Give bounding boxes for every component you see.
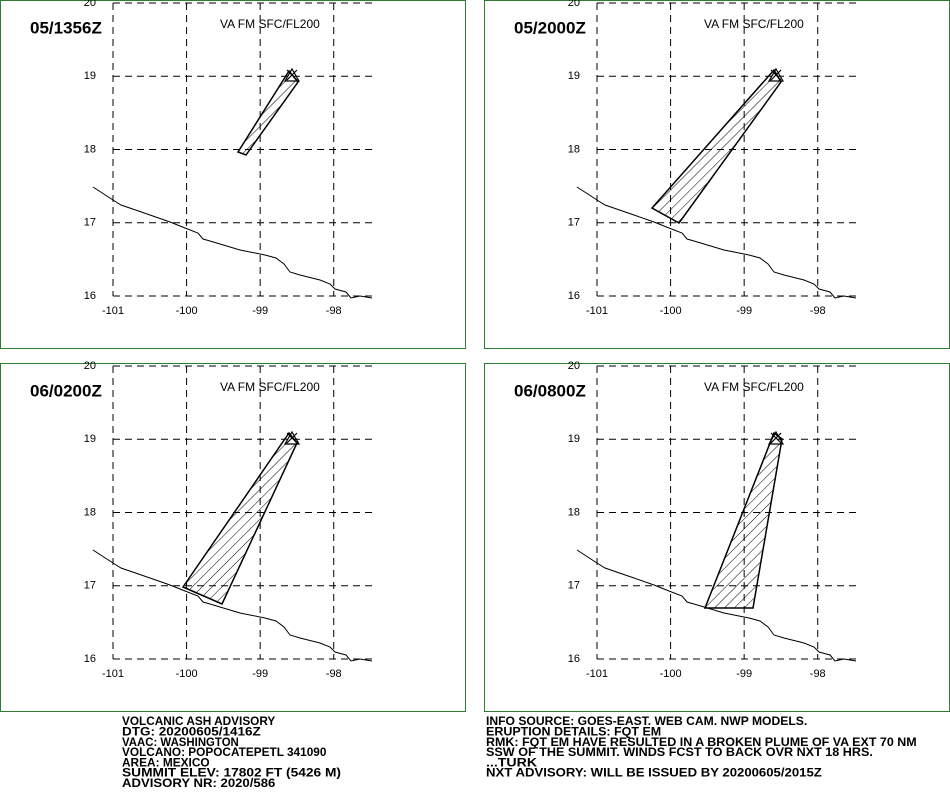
- lat-label: 16: [84, 290, 96, 302]
- lon-label: -101: [102, 305, 124, 317]
- lon-label: -99: [252, 668, 268, 680]
- map-panel: -101 -100 -99 -98 16 17 18 19 20 05/2000Z VA FM SF…: [484, 0, 950, 349]
- lon-label: -98: [326, 668, 342, 680]
- lat-label: 18: [568, 143, 580, 155]
- lat-label: 20: [84, 0, 96, 9]
- flight-level: VA FM SFC/FL200: [704, 17, 804, 31]
- ash-plume: [181, 431, 298, 605]
- ash-plume: [703, 431, 783, 609]
- advisory-line: SUMMIT ELEV: 17802 FT (5426 M): [122, 766, 341, 780]
- lat-label: 19: [84, 70, 96, 82]
- lon-label: -98: [810, 668, 826, 680]
- coastline: [92, 549, 373, 662]
- advisory-line: INFO SOURCE: GOES-EAST. WEB CAM. NWP MOD…: [486, 714, 807, 728]
- advisory-line: NXT ADVISORY: WILL BE ISSUED BY 20200605…: [486, 766, 822, 780]
- valid-time: 06/0800Z: [514, 381, 586, 400]
- advisory-line: ADVISORY NR: 2020/586: [122, 776, 276, 790]
- lat-label: 18: [84, 506, 96, 518]
- advisory-line: SSW OF THE SUMMIT. WINDS FCST TO BACK OV…: [486, 745, 873, 759]
- advisory-line: AREA: MEXICO: [122, 755, 210, 769]
- lat-label: 19: [568, 70, 580, 82]
- lon-label: -99: [736, 668, 752, 680]
- advisory-line: ...TURK: [486, 755, 537, 769]
- map-panel: -101 -100 -99 -98 16 17 18 19 20 05/1356Z VA FM SF…: [0, 0, 466, 349]
- map-panel: -101 -100 -99 -98 16 17 18 19 20 06/0200Z VA FM SF…: [0, 360, 466, 712]
- lat-label: 20: [568, 0, 580, 9]
- lon-label: -100: [176, 668, 198, 680]
- flight-level: VA FM SFC/FL200: [220, 380, 320, 394]
- lon-label: -100: [660, 668, 682, 680]
- lat-label: 17: [84, 580, 96, 592]
- lat-label: 20: [568, 360, 580, 372]
- volcano-symbol: [767, 430, 785, 445]
- lat-label: 16: [568, 653, 580, 665]
- lat-label: 19: [84, 433, 96, 445]
- flight-level: VA FM SFC/FL200: [704, 380, 804, 394]
- lon-label: -98: [326, 305, 342, 317]
- lat-label: 20: [84, 360, 96, 372]
- advisory-line: VAAC: WASHINGTON: [122, 735, 239, 749]
- panel-border: [0, 0, 466, 349]
- lon-label: -101: [586, 668, 608, 680]
- lon-label: -99: [252, 305, 268, 317]
- lat-label: 17: [568, 217, 580, 229]
- coastline: [576, 186, 857, 299]
- coastline: [576, 549, 857, 662]
- advisory-line: DTG: 20200605/1416Z: [122, 724, 261, 738]
- coastline: [92, 186, 373, 299]
- map-panel: -101 -100 -99 -98 16 17 18 19 20 06/0800Z VA FM SF…: [484, 360, 950, 712]
- flight-level: VA FM SFC/FL200: [220, 17, 320, 31]
- lat-label: 19: [568, 433, 580, 445]
- ash-plume: [650, 68, 782, 224]
- lat-label: 18: [84, 143, 96, 155]
- volcano-symbol: [767, 67, 785, 82]
- valid-time: 05/2000Z: [514, 18, 586, 37]
- advisory-line: RMK: FQT EM HAVE RESULTED IN A BROKEN PL…: [486, 735, 917, 749]
- advisory-line: VOLCANIC ASH ADVISORY: [122, 714, 275, 728]
- volcano-symbol: [283, 67, 301, 82]
- volcano-symbol: [283, 430, 301, 445]
- lat-label: 17: [568, 580, 580, 592]
- valid-time: 06/0200Z: [30, 381, 102, 400]
- lon-label: -100: [176, 305, 198, 317]
- valid-time: 05/1356Z: [30, 18, 102, 37]
- panel-border: [0, 363, 466, 712]
- lat-label: 17: [84, 217, 96, 229]
- advisory-line: VOLCANO: POPOCATEPETL 341090: [122, 745, 327, 759]
- lat-label: 16: [84, 653, 96, 665]
- lat-label: 18: [568, 506, 580, 518]
- lon-label: -101: [102, 668, 124, 680]
- lon-label: -99: [736, 305, 752, 317]
- advisory-line: ERUPTION DETAILS: FQT EM: [486, 724, 661, 738]
- ash-plume: [236, 69, 299, 156]
- lon-label: -100: [660, 305, 682, 317]
- lon-label: -98: [810, 305, 826, 317]
- lon-label: -101: [586, 305, 608, 317]
- lat-label: 16: [568, 290, 580, 302]
